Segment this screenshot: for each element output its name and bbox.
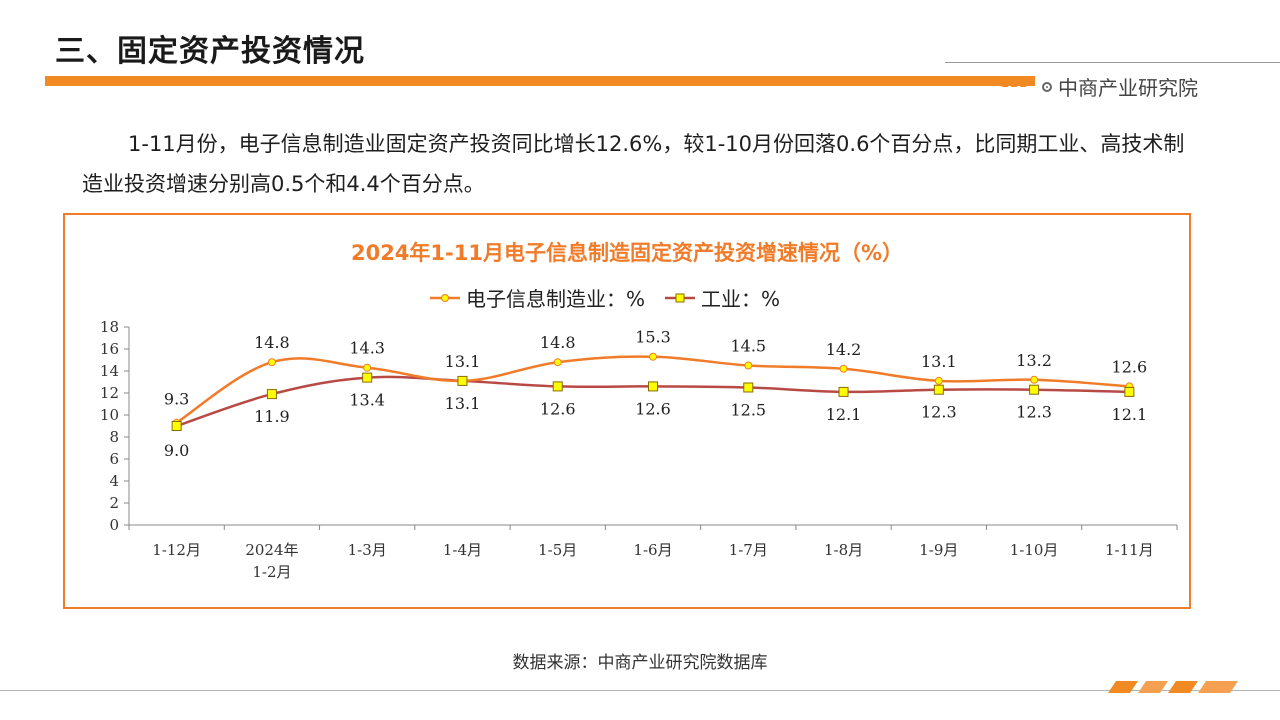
data-label-industry: 12.1 [826,405,862,424]
point-electronics [839,364,848,373]
chart-legend: 电子信息制造业：% 工业：% [430,283,780,312]
header-divider [945,62,1280,63]
x-tick-label: 1-10月 [1010,541,1059,559]
chart-container: 2024年1-11月电子信息制造固定资产投资增速情况（%） 电子信息制造业：% … [63,213,1191,609]
point-industry [1029,384,1040,395]
x-tick-label: 1-5月 [538,541,577,559]
line-chart: 0 2 4 6 8 10 12 14 16 18 1-12月 2024年 1-2月 1-3月 1-4月 1-5… [100,318,1178,581]
data-label-industry: 12.6 [540,399,576,418]
data-label-electronics: 13.1 [445,352,481,371]
point-industry [457,375,468,386]
x-tick-label: 1-7月 [729,541,768,559]
y-tick-label: 2 [109,494,119,512]
point-electronics [934,376,943,385]
legend-label-industry: 工业：% [701,287,781,311]
legend-line-square-icon [665,293,696,302]
point-industry [552,381,563,392]
data-label-industry: 12.6 [635,399,671,418]
point-electronics [267,358,276,367]
data-label-electronics: 14.2 [826,340,862,359]
point-electronics [649,352,657,361]
point-electronics [363,363,372,372]
x-tick-label: 2024年 [245,541,298,559]
point-industry [743,382,754,393]
y-tick-label: 16 [100,340,119,358]
brand-name: 中商产业研究院 [1058,76,1198,100]
data-label-industry: 12.5 [730,401,766,420]
data-label-industry: 13.1 [445,394,481,413]
point-industry [171,421,182,431]
data-label-electronics: 15.3 [635,328,671,347]
legend-item-industry: 工业：% [665,283,780,312]
data-label-industry: 12.1 [1112,405,1148,424]
y-tick-label: 18 [100,318,119,336]
point-industry [266,389,277,400]
data-label-industry: 12.3 [921,403,957,422]
footer-stripes-decoration [1108,681,1238,693]
data-label-electronics: 14.8 [254,333,290,352]
point-industry [933,384,944,395]
x-tick-label: 1-9月 [919,541,958,559]
chart-title: 2024年1-11月电子信息制造固定资产投资增速情况（%） [350,241,904,265]
data-label-industry: 9.0 [164,441,189,460]
data-label-industry: 11.9 [254,407,290,426]
brand-target-icon [1042,81,1052,92]
x-tick-label: 1-11月 [1105,541,1154,559]
data-label-electronics: 12.6 [1112,357,1148,376]
y-tick-label: 6 [109,450,119,468]
point-electronics [1030,375,1039,384]
x-tick-label: 1-4月 [443,541,482,559]
point-industry [648,381,658,392]
y-tick-label: 4 [109,472,119,490]
data-label-electronics: 14.3 [349,339,385,358]
point-industry [1124,386,1135,397]
point-industry [362,372,373,383]
y-tick-label: 8 [109,428,119,446]
title-accent-bar [45,76,1035,86]
x-tick-label: 1-6月 [633,541,672,559]
page-title: 三、固定资产投资情况 [55,34,365,69]
summary-paragraph: 1-11月份，电子信息制造业固定资产投资同比增长12.6%，较1-10月份回落0… [82,132,1185,196]
y-tick-label: 10 [100,406,119,424]
data-label-electronics: 13.2 [1016,351,1052,370]
x-tick-label: 1-8月 [824,541,863,559]
header-stripes-decoration [1002,77,1030,87]
legend-item-electronics: 电子信息制造业：% [430,283,645,312]
data-label-industry: 12.3 [1016,403,1052,422]
brand-header: 中商产业研究院 [1042,72,1198,101]
x-tick-label: 1-3月 [348,541,387,559]
y-tick-label: 12 [100,384,119,402]
x-tick-label: 1-2月 [252,563,291,581]
data-source: 数据来源：中商产业研究院数据库 [512,653,768,673]
y-tick-label: 0 [109,516,119,534]
data-label-electronics: 14.5 [730,337,766,356]
point-industry [838,386,849,397]
data-label-electronics: 14.8 [540,333,576,352]
y-tick-label: 14 [100,362,119,380]
data-label-electronics: 9.3 [164,390,189,409]
x-tick-label: 1-12月 [152,541,201,559]
footer-divider [0,690,1280,691]
data-label-industry: 13.4 [349,391,385,410]
point-electronics [744,361,753,370]
data-label-electronics: 13.1 [921,352,957,371]
legend-line-circle-icon [430,293,460,302]
legend-label-electronics: 电子信息制造业：% [466,287,646,311]
point-electronics [553,358,562,367]
